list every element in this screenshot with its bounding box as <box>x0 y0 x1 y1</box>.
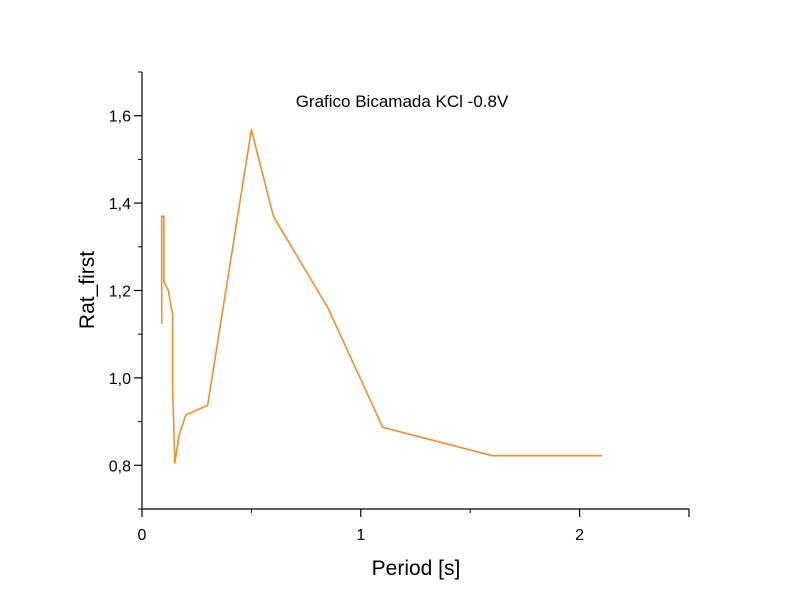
series-layer <box>160 128 603 464</box>
y-tick-label: 0,8 <box>109 458 131 475</box>
x-axis-title: Period [s] <box>372 557 461 580</box>
y-tick-label: 1,6 <box>109 109 131 126</box>
x-tick-label: 1 <box>356 527 365 544</box>
y-tick-label: 1,2 <box>109 284 131 301</box>
y-tick-label: 1,0 <box>109 371 131 388</box>
y-ticks: 0,8 1,0 1,2 1,4 1,6 <box>109 71 142 510</box>
y-tick-label: 1,4 <box>109 196 131 213</box>
x-ticks: 0 1 2 <box>138 509 690 544</box>
x-tick-label: 2 <box>575 527 584 544</box>
chart-title: Grafico Bicamada KCl -0.8V <box>296 92 509 111</box>
x-tick-label: 0 <box>138 527 147 544</box>
series-line-1 <box>160 128 603 464</box>
y-axis-title: Rat_first <box>76 251 99 329</box>
